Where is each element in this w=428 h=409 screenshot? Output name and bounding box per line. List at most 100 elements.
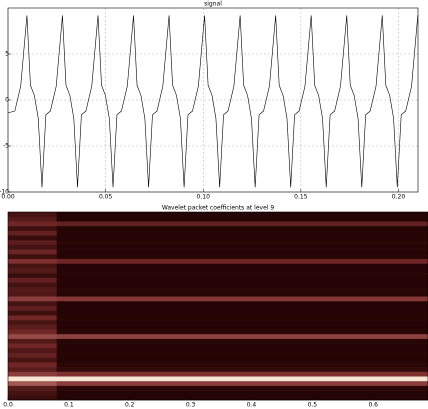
heatmap-cell	[8, 287, 57, 293]
heatmap-cell	[56, 240, 428, 246]
heatmap-cell	[56, 273, 428, 279]
heatmap-cell	[56, 263, 428, 269]
axes-frame	[7, 7, 419, 193]
heatmap-cell	[56, 315, 428, 321]
heatmap-cell	[8, 371, 57, 377]
heatmap-cell	[8, 334, 57, 340]
x-tick-label: 0.2	[125, 402, 135, 409]
axes-frame	[7, 211, 428, 401]
heatmap-cell	[56, 353, 428, 358]
heatmap-cell	[8, 235, 57, 241]
x-tick-label: 0.0	[3, 402, 13, 409]
heatmap-cell	[56, 230, 428, 236]
heatmap-cell	[8, 343, 57, 349]
heatmap-cell	[56, 348, 428, 354]
heatmap-cell	[56, 390, 428, 396]
heatmap-cell	[56, 221, 428, 227]
heatmap-cell	[8, 254, 57, 260]
heatmap-cell	[56, 226, 428, 232]
heatmap-cell	[56, 338, 428, 344]
heatmap-cell	[56, 259, 428, 264]
heatmap-cell	[56, 287, 428, 293]
heatmap-cell	[8, 390, 57, 396]
heatmap-cell	[56, 343, 428, 349]
heatmap-cell	[56, 334, 428, 340]
heatmap-cell	[56, 395, 428, 401]
heatmap-cell	[8, 226, 57, 232]
heatmap-cell	[8, 301, 57, 307]
heatmap-cell	[8, 310, 57, 316]
heatmap-cell	[56, 254, 428, 260]
x-tick-label: 0.5	[308, 402, 318, 409]
heatmap-cell	[56, 282, 428, 288]
heatmap-cell	[8, 357, 57, 363]
heatmap-cell	[8, 362, 57, 368]
heatmap-cell	[8, 221, 57, 227]
x-tick-label: 0.10	[197, 194, 211, 201]
heatmap-cell	[56, 268, 428, 274]
heatmap-cell	[8, 385, 57, 391]
heatmap-cell	[56, 277, 428, 283]
x-tick-label: 0.1	[64, 402, 74, 409]
heatmap-cell	[8, 216, 57, 222]
y-tick-label: -10	[0, 189, 9, 196]
heatmap-cell	[56, 310, 428, 316]
heatmap-cell	[8, 296, 57, 302]
y-tick-label: -5	[3, 143, 9, 150]
heatmap-cell	[56, 357, 428, 363]
heatmap-cell	[8, 367, 57, 373]
heatmap-cell	[56, 235, 428, 241]
heatmap-cell	[56, 324, 428, 330]
heatmap-cell	[8, 315, 57, 321]
heatmap-cell	[8, 329, 57, 335]
chart-title: signal	[204, 1, 222, 8]
x-tick-label: 0.4	[247, 402, 257, 409]
y-tick-label: 5	[5, 51, 9, 58]
heatmap-cell	[56, 216, 428, 222]
heatmap-cell	[8, 376, 57, 382]
heatmap-cell	[8, 244, 57, 250]
heatmap-cell	[8, 291, 57, 297]
heatmap-cell	[56, 367, 428, 373]
y-tick-label: 0	[5, 97, 9, 104]
heatmap-cell	[56, 212, 428, 217]
heatmap-cell	[8, 259, 57, 264]
heatmap-cell	[8, 249, 57, 255]
heatmap-cell	[8, 395, 57, 401]
heatmap-cell	[8, 320, 57, 326]
heatmap-cell	[56, 296, 428, 302]
heatmap-cell	[8, 273, 57, 279]
chart-title: Wavelet packet coefficients at level 9	[162, 205, 275, 212]
heatmap-cell	[8, 282, 57, 288]
x-tick-label: 0.3	[186, 402, 196, 409]
signal-line	[7, 15, 419, 188]
heatmap-cell	[8, 381, 57, 387]
heatmap-cell	[8, 240, 57, 246]
heatmap-cell	[8, 268, 57, 274]
x-tick-label: 0.6	[368, 402, 378, 409]
heatmap-cell	[56, 329, 428, 335]
heatmap-cell	[56, 381, 428, 387]
heatmap-cell	[8, 306, 57, 311]
x-tick-label: 0.20	[392, 194, 406, 201]
heatmap-cell	[56, 291, 428, 297]
heatmap-cell	[8, 263, 57, 269]
heatmap-cell	[8, 338, 57, 344]
heatmap-cell	[8, 212, 57, 217]
heatmap-cell	[8, 348, 57, 354]
heatmap-cell	[56, 249, 428, 255]
heatmap-cell	[8, 353, 57, 358]
heatmap-cell	[56, 301, 428, 307]
x-tick-label: 0.15	[294, 194, 308, 201]
heatmap-cell	[56, 371, 428, 377]
heatmap-cell	[8, 230, 57, 236]
heatmap-cell	[56, 385, 428, 391]
heatmap-cell	[56, 376, 428, 382]
heatmap-cell	[56, 306, 428, 311]
heatmap-cell	[56, 362, 428, 368]
x-tick-label: 0.05	[99, 194, 113, 201]
heatmap-cell	[8, 324, 57, 330]
heatmap-cell	[56, 320, 428, 326]
heatmap-cell	[8, 277, 57, 283]
